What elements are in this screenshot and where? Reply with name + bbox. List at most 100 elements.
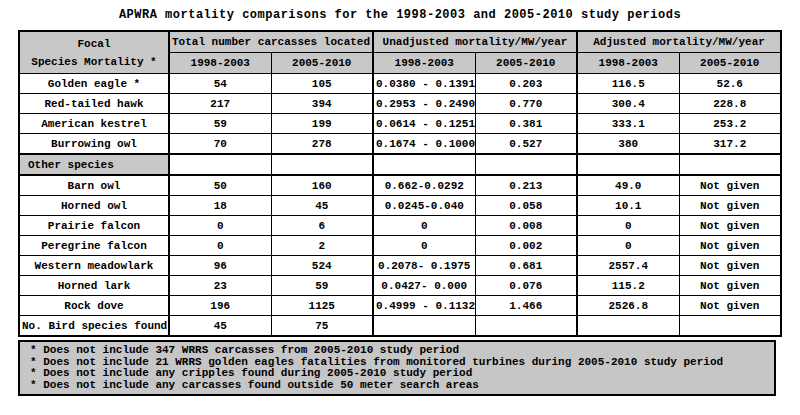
table-row: Peregrine falcon0200.0020Not given [19, 236, 781, 256]
value-cell: 0.1674 - 0.1000 [373, 134, 475, 155]
value-cell: 228.8 [679, 94, 781, 114]
species-cell: Horned owl [19, 196, 169, 216]
table-row: Red-tailed hawk2173940.2953 - 0.24900.77… [19, 94, 781, 114]
value-cell [475, 316, 577, 337]
footnote: * Does not include 347 WRRS carcasses fr… [30, 345, 774, 357]
period-header: 1998-2003 [169, 53, 271, 74]
value-cell [679, 154, 781, 175]
species-cell: Golden eagle * [19, 74, 169, 94]
value-cell [373, 316, 475, 337]
mortality-table: Focal Species Mortality * Total number c… [18, 30, 782, 337]
value-cell: 1125 [271, 296, 373, 316]
value-cell: 217 [169, 94, 271, 114]
table-row: Barn owl501600.662-0.02920.21349.0Not gi… [19, 175, 781, 196]
value-cell: 54 [169, 74, 271, 94]
value-cell [271, 154, 373, 175]
value-cell: 0 [373, 236, 475, 256]
footnote: * Does not include any carcasses found o… [30, 380, 774, 392]
period-header: 2005-2010 [679, 53, 781, 74]
table-row: Golden eagle *541050.0380 - 0.13910.2031… [19, 74, 781, 94]
value-cell: 199 [271, 114, 373, 134]
species-cell: Prairie falcon [19, 216, 169, 236]
value-cell: 333.1 [577, 114, 679, 134]
table-row: Horned lark23590.0427- 0.0000.076115.2No… [19, 276, 781, 296]
value-cell: 75 [271, 316, 373, 337]
value-cell: 0.0380 - 0.1391 [373, 74, 475, 94]
value-cell: 49.0 [577, 175, 679, 196]
value-cell: 0 [169, 236, 271, 256]
value-cell: 380 [577, 134, 679, 155]
value-cell: 52.6 [679, 74, 781, 94]
period-header: 2005-2010 [271, 53, 373, 74]
value-cell: 2 [271, 236, 373, 256]
value-cell: 18 [169, 196, 271, 216]
value-cell: 0.008 [475, 216, 577, 236]
value-cell: 45 [271, 196, 373, 216]
value-cell: 0 [577, 236, 679, 256]
value-cell: 96 [169, 256, 271, 276]
value-cell: 0.681 [475, 256, 577, 276]
period-header: 1998-2003 [577, 53, 679, 74]
focal-species-header: Focal Species Mortality * [19, 31, 169, 74]
value-cell: 0.0245-0.040 [373, 196, 475, 216]
value-cell: 0.2953 - 0.2490 [373, 94, 475, 114]
value-cell: 317.2 [679, 134, 781, 155]
value-cell: Not given [679, 196, 781, 216]
focal-header-line1: Focal [22, 35, 166, 53]
value-cell: Not given [679, 216, 781, 236]
value-cell: 116.5 [577, 74, 679, 94]
species-cell: Barn owl [19, 175, 169, 196]
value-cell: 0.527 [475, 134, 577, 155]
value-cell: 10.1 [577, 196, 679, 216]
section-row: Other species [19, 154, 781, 175]
value-cell: 253.2 [679, 114, 781, 134]
species-cell: American kestrel [19, 114, 169, 134]
value-cell [679, 316, 781, 337]
value-cell: 105 [271, 74, 373, 94]
value-cell [169, 154, 271, 175]
value-cell: 0.2078- 0.1975 [373, 256, 475, 276]
value-cell: 0 [169, 216, 271, 236]
table-row: Prairie falcon0600.0080Not given [19, 216, 781, 236]
value-cell: 0.0427- 0.000 [373, 276, 475, 296]
value-cell: 23 [169, 276, 271, 296]
value-cell: 0.0614 - 0.1251 [373, 114, 475, 134]
species-cell: Horned lark [19, 276, 169, 296]
value-cell: 0.203 [475, 74, 577, 94]
value-cell: Not given [679, 175, 781, 196]
table-row: Horned owl18450.0245-0.0400.05810.1Not g… [19, 196, 781, 216]
species-cell: Other species [19, 154, 169, 175]
value-cell: 115.2 [577, 276, 679, 296]
value-cell: 0 [373, 216, 475, 236]
value-cell: 50 [169, 175, 271, 196]
table-row: Burrowing owl702780.1674 - 0.10000.52738… [19, 134, 781, 155]
table-row: American kestrel591990.0614 - 0.12510.38… [19, 114, 781, 134]
species-cell: Peregrine falcon [19, 236, 169, 256]
value-cell: 0.076 [475, 276, 577, 296]
species-cell: Rock dove [19, 296, 169, 316]
footnote: * Does not include any cripples found du… [30, 368, 774, 380]
value-cell: 2526.8 [577, 296, 679, 316]
value-cell: 300.4 [577, 94, 679, 114]
value-cell: 278 [271, 134, 373, 155]
value-cell: Not given [679, 256, 781, 276]
table-body: Golden eagle *541050.0380 - 0.13910.2031… [19, 74, 781, 337]
value-cell: 0.213 [475, 175, 577, 196]
focal-header-line2: Species Mortality * [22, 53, 166, 71]
species-cell: Burrowing owl [19, 134, 169, 155]
header-adjusted-mortality: Adjusted mortality/MW/year [577, 31, 781, 53]
species-cell: Western meadowlark [19, 256, 169, 276]
value-cell: 0.4999 - 0.1132 [373, 296, 475, 316]
value-cell [475, 154, 577, 175]
value-cell: 0 [577, 216, 679, 236]
value-cell: 6 [271, 216, 373, 236]
header-unadjusted-mortality: Unadjusted mortality/MW/year [373, 31, 577, 53]
value-cell: Not given [679, 276, 781, 296]
value-cell: 0.662-0.0292 [373, 175, 475, 196]
table-header: Focal Species Mortality * Total number c… [19, 31, 781, 74]
table-row: No. Bird species found4575 [19, 316, 781, 337]
value-cell: 196 [169, 296, 271, 316]
value-cell: 0.770 [475, 94, 577, 114]
header-total-carcasses: Total number carcasses located [169, 31, 373, 53]
value-cell: 160 [271, 175, 373, 196]
